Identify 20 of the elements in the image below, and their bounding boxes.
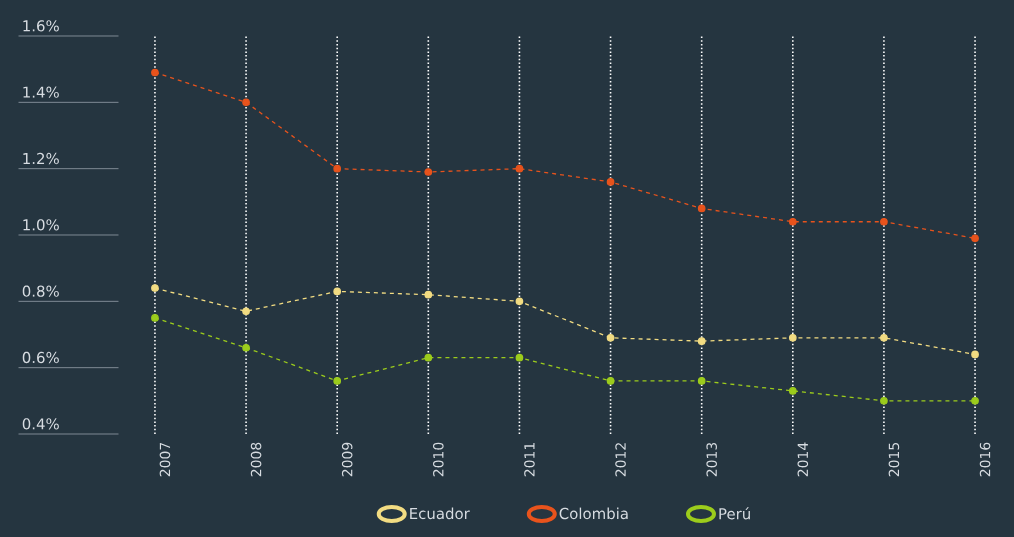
x-tick-label: 2009 (341, 442, 353, 477)
x-tick-label: 2010 (433, 442, 444, 477)
x-tick-label: 2007 (159, 442, 171, 477)
x-tick-label: 2014 (797, 442, 809, 477)
y-tick-label: 1.4% (23, 86, 59, 98)
y-tick-label: 0.8% (22, 285, 59, 297)
y-tick-label: 1.2% (23, 152, 59, 165)
x-tick-label: 2011 (524, 443, 535, 477)
legend-label: Colombia (559, 507, 628, 520)
legend-label: Perú (719, 507, 750, 520)
y-tick-label: 1.6% (23, 20, 59, 32)
y-tick-label: 1.0% (23, 219, 59, 231)
x-tick-label: 2013 (706, 442, 717, 477)
x-tick-label: 2008 (250, 442, 262, 477)
x-tick-label: 2015 (888, 443, 900, 477)
x-tick-label: 2012 (615, 443, 626, 477)
y-tick-label: 0.4% (22, 418, 59, 430)
legend-label: Ecuador (410, 507, 470, 520)
y-tick-label: 0.6% (22, 351, 59, 364)
x-tick-label: 2016 (979, 442, 991, 477)
